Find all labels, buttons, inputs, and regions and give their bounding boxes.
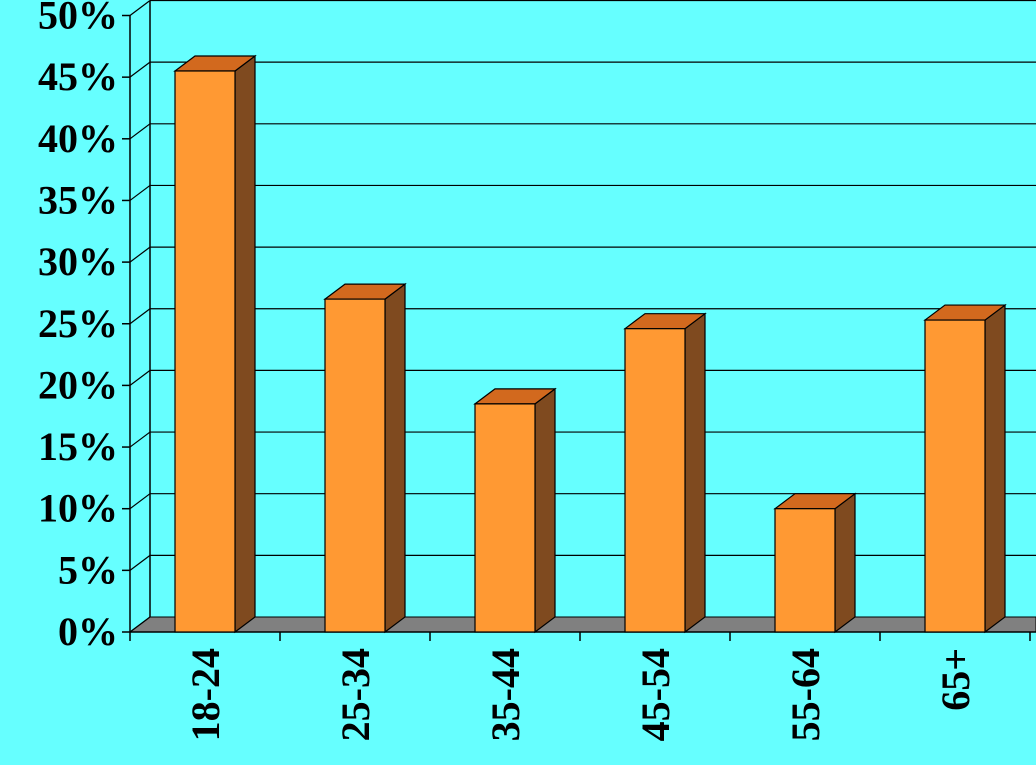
gridline-connector bbox=[129, 616, 151, 633]
bar-25-34 bbox=[323, 282, 407, 634]
bar-35-44 bbox=[473, 387, 557, 634]
x-category-label: 45-54 bbox=[633, 648, 678, 741]
gridline-connector bbox=[129, 308, 151, 325]
x-category-label: 25-34 bbox=[333, 648, 378, 741]
bar-front-face bbox=[474, 403, 536, 633]
y-tick-label: 45% bbox=[38, 54, 118, 99]
gridline-connector bbox=[129, 369, 151, 386]
bar-front-face bbox=[924, 319, 986, 633]
bar-45-54 bbox=[623, 312, 707, 634]
bar-side-face bbox=[384, 282, 406, 634]
gridline-connector bbox=[129, 123, 151, 140]
bar-side-face bbox=[234, 54, 256, 634]
gridline-connector bbox=[129, 493, 151, 510]
gridline-connector bbox=[129, 0, 151, 16]
floor-plane bbox=[128, 616, 1036, 633]
y-tick-label: 5% bbox=[58, 547, 118, 592]
gridline-connector bbox=[129, 61, 151, 78]
bar-55-64 bbox=[773, 492, 857, 634]
y-tick-label: 30% bbox=[38, 239, 118, 284]
bar-65+ bbox=[923, 303, 1007, 634]
bar-side-face bbox=[984, 303, 1006, 634]
gridline-connector bbox=[129, 554, 151, 571]
x-category-label: 55-64 bbox=[783, 648, 828, 741]
y-tick-label: 20% bbox=[38, 362, 118, 407]
y-axis-tick-labels: 0% 5% 10% 15% 20% 25% 30% 35% 40% 45% 50% bbox=[38, 0, 118, 654]
y-tick-label: 35% bbox=[38, 177, 118, 222]
x-category-label: 18-24 bbox=[183, 648, 228, 741]
bar-side-face bbox=[684, 312, 706, 634]
y-tick-label: 25% bbox=[38, 301, 118, 346]
bar-side-face bbox=[534, 387, 556, 634]
x-category-label: 65+ bbox=[933, 648, 978, 711]
y-tick-label: 15% bbox=[38, 424, 118, 469]
x-axis-category-labels: 18-24 25-34 35-44 45-54 55-64 65+ bbox=[183, 648, 978, 741]
bar-front-face bbox=[324, 298, 386, 633]
y-tick-label: 50% bbox=[38, 0, 118, 38]
gridlines bbox=[129, 0, 1036, 633]
bars bbox=[173, 54, 1007, 634]
gridline-connector bbox=[129, 431, 151, 448]
bar-front-face bbox=[774, 508, 836, 633]
gridline-connector bbox=[129, 246, 151, 263]
gridline-connector bbox=[129, 184, 151, 201]
axes bbox=[122, 0, 1036, 641]
y-tick-label: 10% bbox=[38, 486, 118, 531]
chart-floor bbox=[128, 616, 1036, 633]
y-tick-label: 40% bbox=[38, 116, 118, 161]
bar-18-24 bbox=[173, 54, 257, 634]
y-tick-label: 0% bbox=[58, 609, 118, 654]
bar-front-face bbox=[624, 328, 686, 633]
x-category-label: 35-44 bbox=[483, 648, 528, 741]
bar-front-face bbox=[174, 70, 236, 633]
bar-side-face bbox=[834, 492, 856, 634]
